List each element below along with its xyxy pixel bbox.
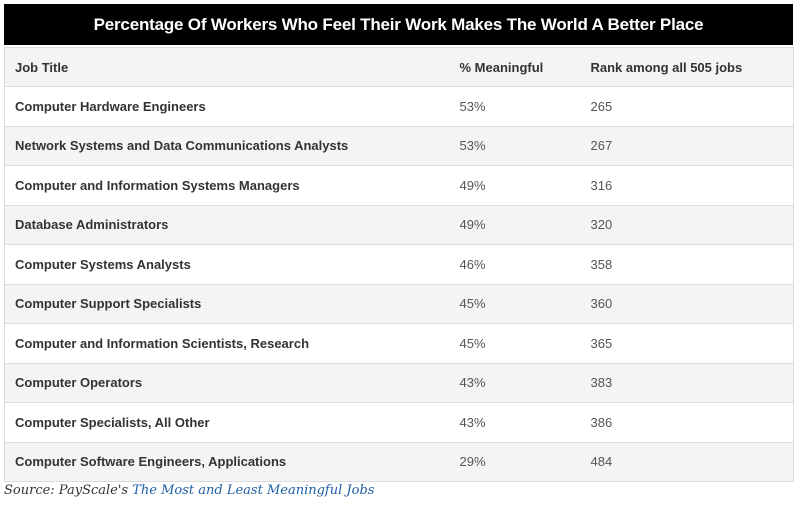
percent-meaningful-cell: 46%: [449, 244, 581, 285]
table-row: Computer Operators 43% 383: [4, 363, 794, 403]
job-title-cell: Computer Specialists, All Other: [4, 402, 450, 443]
rank-cell: 484: [580, 442, 794, 482]
job-title-cell: Database Administrators: [4, 205, 450, 245]
percent-meaningful-cell: 45%: [449, 284, 581, 324]
source-link[interactable]: The Most and Least Meaningful Jobs: [132, 483, 375, 498]
percent-meaningful-cell: 45%: [449, 323, 581, 364]
rank-cell: 265: [580, 86, 794, 127]
percent-meaningful-cell: 49%: [449, 165, 581, 206]
rank-cell: 360: [580, 284, 794, 324]
header-job-title: Job Title: [4, 47, 450, 87]
jobs-table: Job Title % Meaningful Rank among all 50…: [4, 47, 794, 482]
table-row: Database Administrators 49% 320: [4, 205, 794, 245]
rank-cell: 320: [580, 205, 794, 245]
job-title-cell: Computer Hardware Engineers: [4, 86, 450, 127]
table-row: Computer Support Specialists 45% 360: [4, 284, 794, 324]
rank-cell: 365: [580, 323, 794, 364]
source-note: Source: PayScale's The Most and Least Me…: [4, 483, 374, 498]
job-title-cell: Computer and Information Scientists, Res…: [4, 323, 450, 364]
table-row: Computer Software Engineers, Application…: [4, 442, 794, 482]
job-title-cell: Computer Software Engineers, Application…: [4, 442, 450, 482]
source-prefix: Source: PayScale's: [4, 483, 133, 498]
rank-cell: 267: [580, 126, 794, 166]
percent-meaningful-cell: 29%: [449, 442, 581, 482]
table-row: Computer Hardware Engineers 53% 265: [4, 86, 794, 127]
table-header-row: Job Title % Meaningful Rank among all 50…: [4, 47, 794, 87]
table-row: Computer and Information Systems Manager…: [4, 165, 794, 206]
table-row: Network Systems and Data Communications …: [4, 126, 794, 166]
rank-cell: 386: [580, 402, 794, 443]
percent-meaningful-cell: 43%: [449, 363, 581, 403]
percent-meaningful-cell: 43%: [449, 402, 581, 443]
table-row: Computer Specialists, All Other 43% 386: [4, 402, 794, 443]
job-title-cell: Network Systems and Data Communications …: [4, 126, 450, 166]
percent-meaningful-cell: 53%: [449, 126, 581, 166]
chart-title: Percentage Of Workers Who Feel Their Wor…: [4, 4, 793, 45]
table-body: Computer Hardware Engineers 53% 265 Network…: [4, 86, 794, 482]
job-title-cell: Computer Systems Analysts: [4, 244, 450, 285]
header-percent-meaningful: % Meaningful: [449, 47, 581, 87]
job-title-cell: Computer Support Specialists: [4, 284, 450, 324]
percent-meaningful-cell: 49%: [449, 205, 581, 245]
percent-meaningful-cell: 53%: [449, 86, 581, 127]
table-row: Computer and Information Scientists, Res…: [4, 323, 794, 364]
rank-cell: 383: [580, 363, 794, 403]
table-row: Computer Systems Analysts 46% 358: [4, 244, 794, 285]
job-title-cell: Computer Operators: [4, 363, 450, 403]
rank-cell: 358: [580, 244, 794, 285]
rank-cell: 316: [580, 165, 794, 206]
header-rank: Rank among all 505 jobs: [580, 47, 794, 87]
job-title-cell: Computer and Information Systems Manager…: [4, 165, 450, 206]
